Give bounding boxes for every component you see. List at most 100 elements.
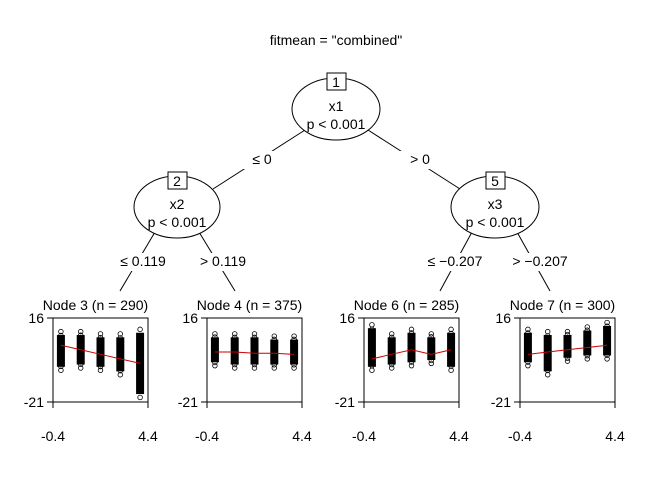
x-tick-label: -0.4	[508, 428, 532, 444]
leaf-panel: Node 7 (n = 300)16 -21 -0.4 4.4	[491, 297, 625, 444]
leaf-title: Node 3 (n = 290)	[43, 297, 148, 313]
data-point	[545, 372, 551, 378]
data-point-cluster	[523, 332, 532, 363]
node-variable: x3	[488, 196, 503, 212]
leaf-title: Node 7 (n = 300)	[510, 297, 615, 313]
data-point	[604, 319, 610, 326]
tree-inner-nodes: 1 x1 p < 0.001 2 x2 p < 0.001 5 x3 p < 0.001	[133, 72, 540, 239]
node-p-value: p < 0.001	[466, 214, 525, 230]
chart-title: fitmean = "combined"	[270, 32, 403, 48]
data-point-cluster	[230, 337, 239, 365]
data-point	[117, 331, 123, 337]
node-id: 5	[491, 173, 499, 189]
data-point-cluster	[603, 325, 612, 356]
edge-label: > 0	[410, 151, 430, 167]
data-point	[232, 365, 238, 371]
edge-label-bg	[510, 253, 570, 271]
edge-label: ≤ −0.207	[428, 253, 483, 269]
data-point	[525, 326, 531, 333]
data-point	[212, 331, 218, 337]
data-point	[78, 328, 84, 335]
x-tick-label: -0.4	[195, 428, 219, 444]
data-point-cluster	[427, 337, 436, 360]
data-point	[271, 365, 277, 371]
y-tick-label: -21	[178, 394, 198, 410]
leaf-plot-frame	[363, 317, 460, 403]
data-point-cluster	[96, 337, 105, 367]
y-tick-label: -21	[335, 394, 355, 410]
y-tick-label: 16	[28, 310, 44, 326]
data-point-cluster	[387, 337, 396, 365]
edge-label-bg	[193, 253, 253, 271]
data-point-cluster	[270, 339, 279, 365]
node-variable: x2	[170, 196, 185, 212]
data-point	[137, 326, 143, 333]
y-tick-label: -21	[24, 394, 44, 410]
y-tick-label: 16	[495, 310, 511, 326]
data-point	[117, 372, 123, 378]
leaf-title: Node 6 (n = 285)	[354, 297, 459, 313]
node-variable: x1	[329, 98, 344, 114]
data-point	[584, 324, 590, 330]
data-point	[369, 367, 375, 373]
node-id-box	[485, 171, 506, 190]
data-point	[525, 362, 531, 369]
data-point	[369, 322, 375, 328]
data-point	[584, 356, 590, 362]
fit-line	[371, 349, 452, 360]
leaf-plot-frame	[206, 317, 303, 403]
data-point	[408, 326, 415, 333]
data-point	[389, 365, 395, 371]
data-point	[545, 328, 551, 335]
data-point	[564, 358, 571, 364]
data-point-cluster	[56, 335, 65, 367]
leaf-panel: Node 3 (n = 290)16 -21 -0.4 4.4	[24, 297, 158, 444]
data-point	[389, 331, 395, 337]
fit-line	[214, 351, 295, 355]
data-point-cluster	[563, 335, 572, 358]
node-id: 1	[332, 74, 340, 90]
leaf-panel: Node 6 (n = 285)16 -21 -0.4 4.4	[335, 297, 469, 444]
data-point	[291, 365, 297, 371]
y-tick-label: 16	[339, 310, 355, 326]
data-point	[251, 365, 258, 371]
x-tick-label: 4.4	[449, 428, 469, 444]
data-point	[137, 394, 143, 401]
x-tick-label: -0.4	[352, 428, 376, 444]
fit-line	[527, 344, 608, 355]
data-point-cluster	[543, 335, 552, 372]
data-point-cluster	[447, 332, 456, 367]
edge-label-bg	[232, 151, 292, 169]
edge-label: > −0.207	[512, 253, 567, 269]
data-point	[271, 333, 277, 339]
edge-label-bg	[425, 253, 485, 271]
edge-label: > 0.119	[200, 253, 246, 269]
fit-line	[60, 344, 141, 364]
leaf-plot-frame	[52, 317, 149, 403]
x-tick-label: 4.4	[292, 428, 312, 444]
data-point	[604, 356, 610, 362]
data-point	[58, 367, 64, 373]
y-tick-label: 16	[182, 310, 198, 326]
data-point	[564, 328, 571, 335]
leaf-panel: Node 4 (n = 375)16 -21 -0.4 4.4	[178, 297, 312, 444]
data-point	[448, 367, 454, 373]
data-point	[232, 331, 238, 337]
data-point	[428, 360, 434, 367]
leaf-plot-frame	[519, 317, 616, 403]
data-point	[448, 326, 454, 333]
data-point	[78, 365, 84, 371]
node-p-value: p < 0.001	[148, 214, 207, 230]
node-id: 2	[173, 173, 181, 189]
y-tick-label: -21	[491, 394, 511, 410]
data-point-cluster	[290, 339, 299, 365]
data-point	[212, 362, 218, 369]
tree-edges: ≤ 0 > 0 ≤ 0.119 > 0.119 ≤ −0.207 > −0.207	[113, 129, 570, 292]
x-tick-label: -0.4	[41, 428, 65, 444]
edge-label-bg	[113, 253, 173, 271]
node-id-box	[326, 72, 347, 91]
data-point-cluster	[367, 328, 376, 367]
edge-label: ≤ 0.119	[120, 253, 166, 269]
